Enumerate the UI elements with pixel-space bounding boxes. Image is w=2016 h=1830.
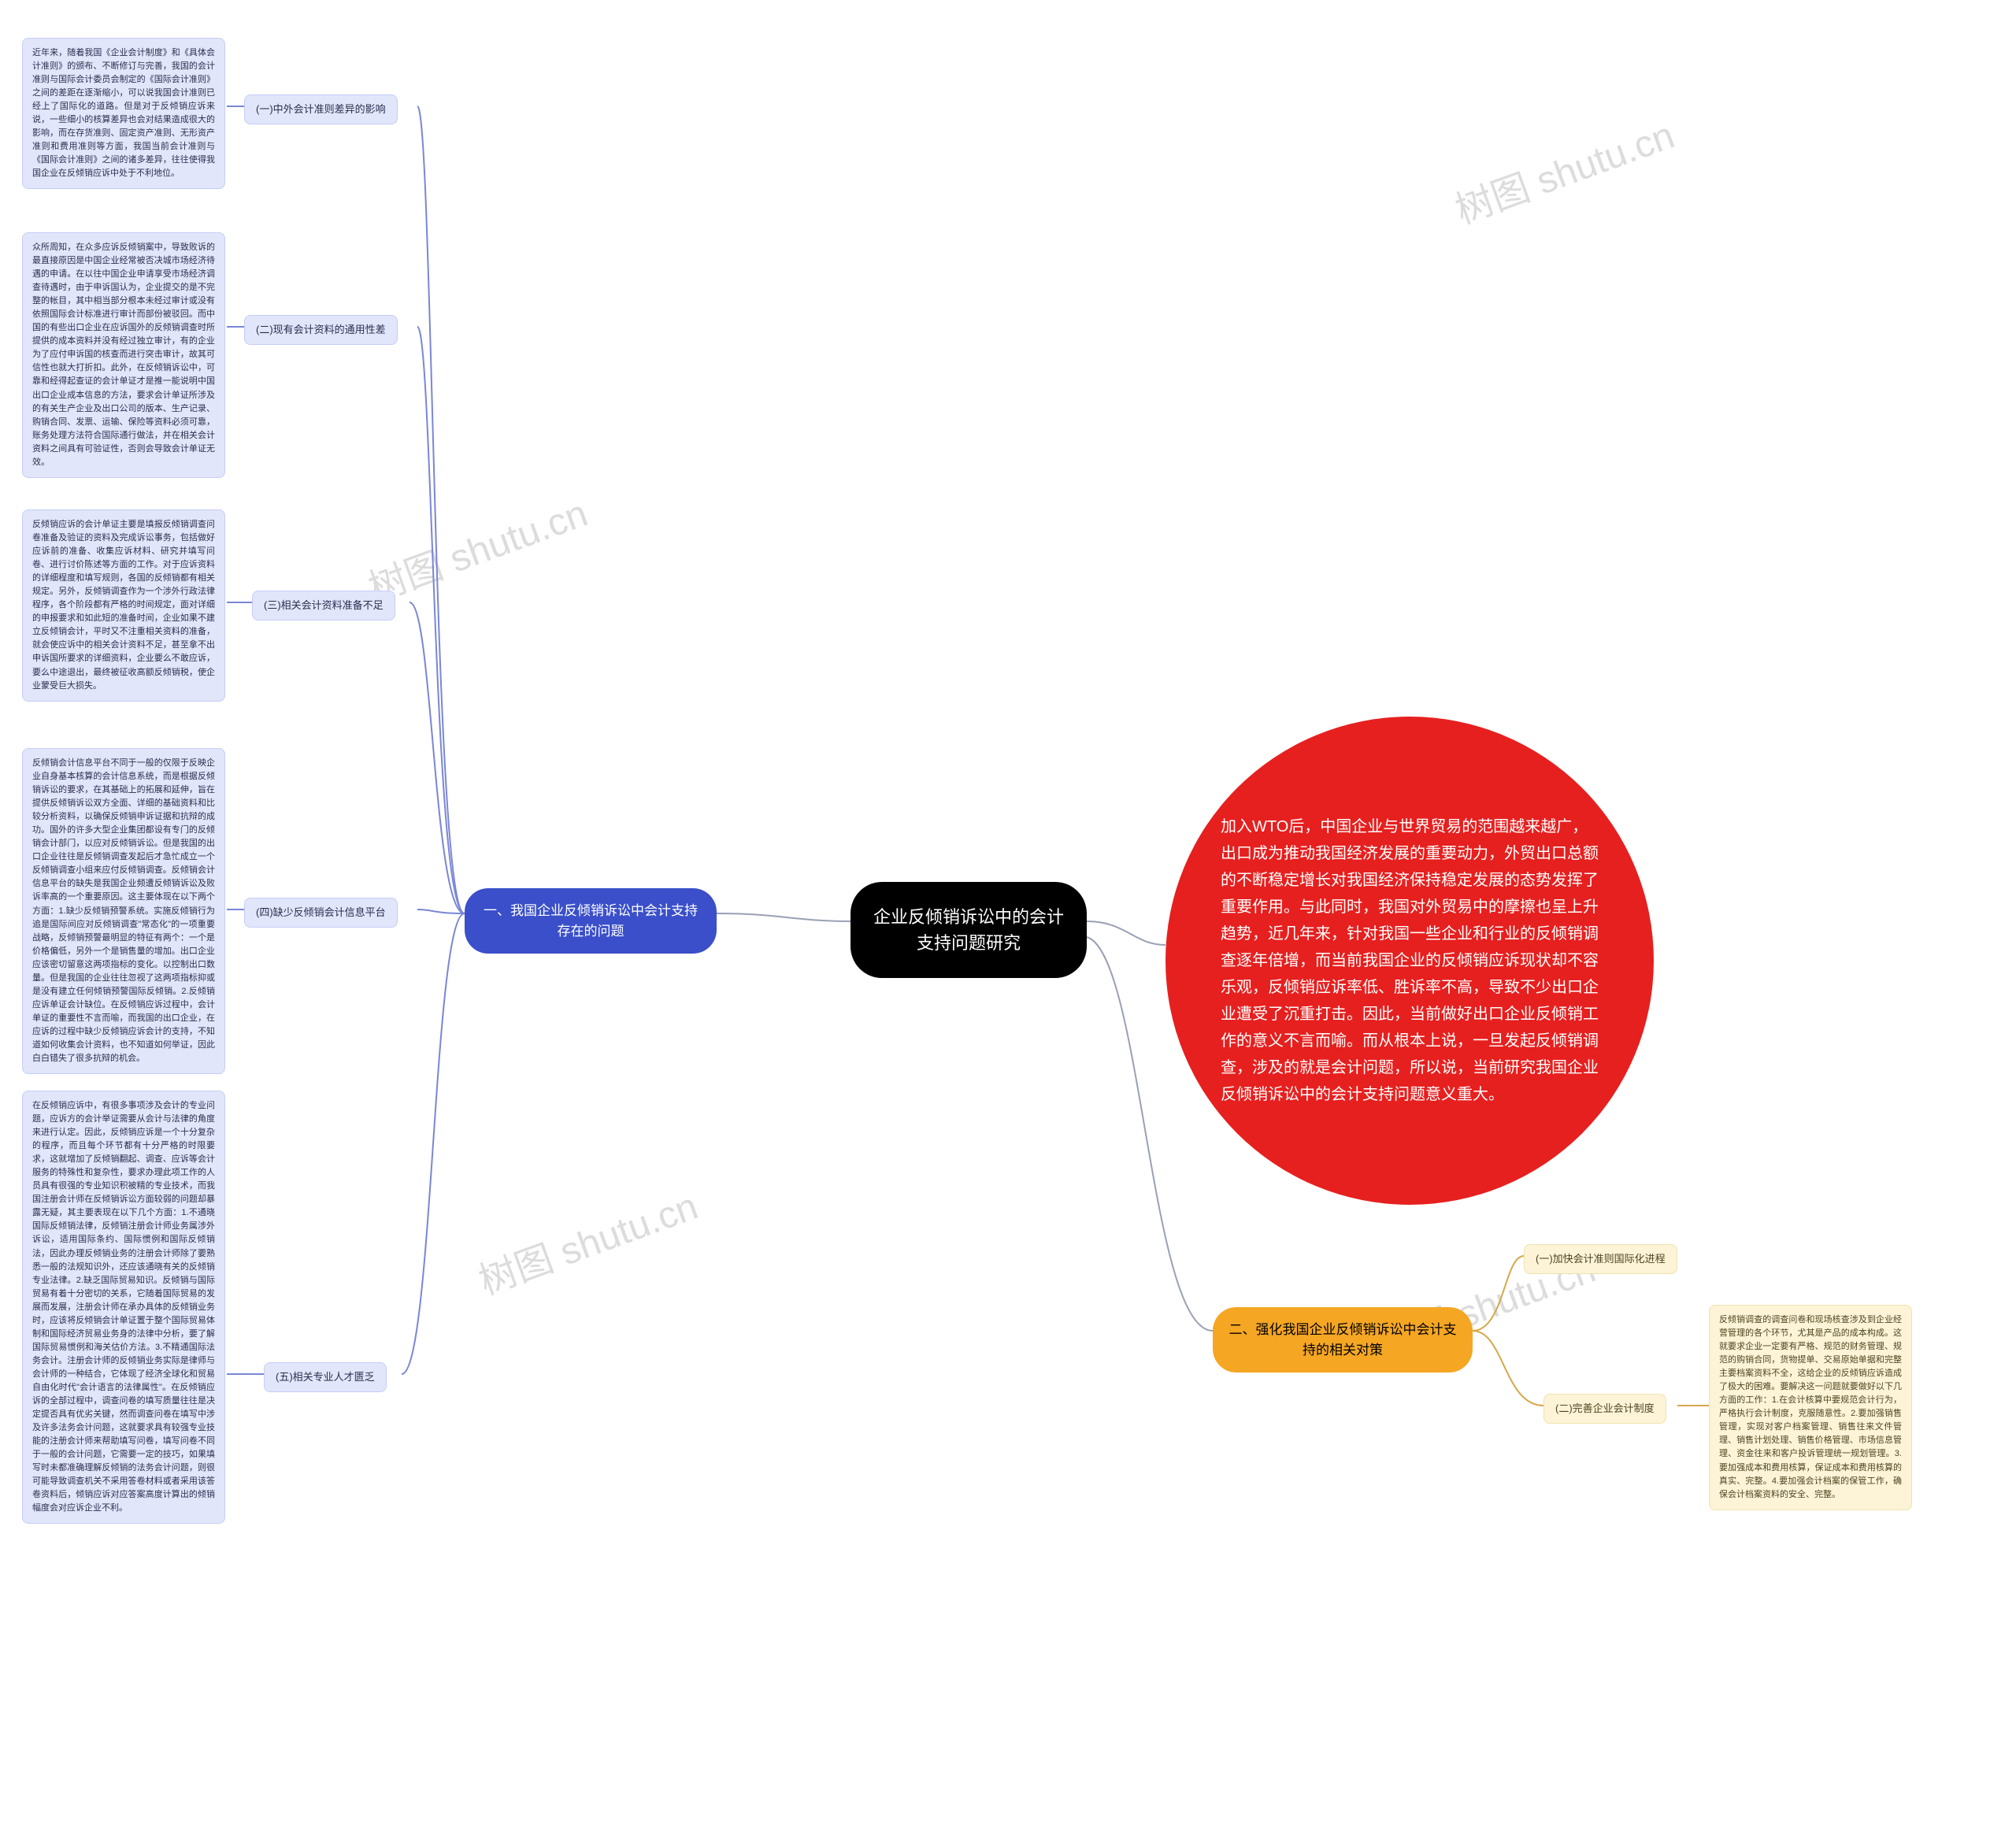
sub-1-4: (四)缺少反倾销会计信息平台	[244, 898, 398, 928]
desc-1-1: 近年来，随着我国《企业会计制度》和《具体会计准则》的颁布、不断修订与完善，我国的…	[22, 38, 225, 189]
center-node: 企业反倾销诉讼中的会计支持问题研究	[850, 882, 1087, 978]
desc-1-5: 在反倾销应诉中，有很多事项涉及会计的专业问题，应诉方的会计举证需要从会计与法律的…	[22, 1091, 225, 1524]
sub-1-1: (一)中外会计准则差异的影响	[244, 94, 398, 124]
desc-1-4: 反倾销会计信息平台不同于一般的仅限于反映企业自身基本核算的会计信息系统，而是根据…	[22, 748, 225, 1074]
sub-1-2: (二)现有会计资料的通用性差	[244, 315, 398, 345]
branch-solutions: 二、强化我国企业反倾销诉讼中会计支持的相关对策	[1213, 1307, 1473, 1372]
red-intro-text: 加入WTO后，中国企业与世界贸易的范围越来越广，出口成为推动我国经济发展的重要动…	[1221, 813, 1599, 1108]
watermark: 树图 shutu.cn	[470, 1175, 704, 1305]
watermark: 树图 shutu.cn	[1447, 104, 1681, 234]
desc-1-2: 众所周知，在众多应诉反倾销案中，导致败诉的最直接原因是中国企业经常被否决城市场经…	[22, 232, 225, 478]
sub-1-3: (三)相关会计资料准备不足	[252, 591, 395, 620]
branch-problems: 一、我国企业反倾销诉讼中会计支持存在的问题	[465, 888, 717, 954]
desc-2-2: 反倾销调查的调查问卷和现场核查涉及到企业经营管理的各个环节，尤其是产品的成本构成…	[1709, 1305, 1912, 1510]
sub-2-1: (一)加快会计准则国际化进程	[1524, 1244, 1677, 1274]
red-intro-node: 加入WTO后，中国企业与世界贸易的范围越来越广，出口成为推动我国经济发展的重要动…	[1166, 717, 1654, 1205]
sub-2-2: (二)完善企业会计制度	[1544, 1394, 1666, 1424]
sub-1-5: (五)相关专业人才匮乏	[264, 1362, 387, 1392]
desc-1-3: 反倾销应诉的会计单证主要是填报反倾销调查问卷准备及验证的资料及完成诉讼事务，包括…	[22, 509, 225, 702]
watermark: 树图 shutu.cn	[360, 482, 594, 612]
